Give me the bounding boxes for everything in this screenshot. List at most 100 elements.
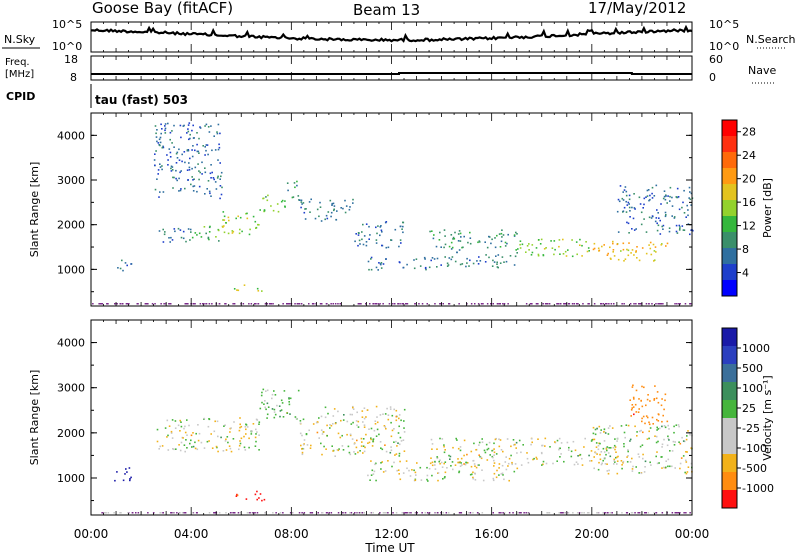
echo-cell (384, 444, 386, 446)
echo-cell (458, 230, 461, 232)
echo-cell (193, 178, 195, 180)
echo-cell (664, 211, 667, 214)
echo-cell (207, 126, 210, 128)
echo-cell (575, 461, 578, 463)
echo-cell (190, 231, 192, 233)
echo-cell (167, 449, 170, 451)
echo-cell (223, 425, 225, 427)
echo-cell (355, 446, 358, 449)
echo-cell (368, 225, 370, 228)
echo-cell (379, 414, 382, 416)
echo-cell (531, 437, 533, 440)
echo-cell (399, 225, 402, 228)
echo-cell (493, 472, 496, 475)
echo-cell (583, 446, 585, 448)
echo-cell (481, 438, 483, 440)
echo-cell (365, 433, 367, 436)
ground-scatter-cell (470, 303, 473, 305)
echo-cell (325, 448, 327, 450)
ground-scatter-cell (288, 303, 290, 305)
echo-cell (188, 169, 191, 171)
echo-cell (389, 408, 392, 410)
echo-cell (248, 437, 250, 440)
echo-cell (186, 132, 188, 134)
echo-cell (263, 209, 266, 212)
echo-cell (357, 234, 360, 236)
echo-cell (494, 438, 497, 441)
echo-cell (256, 419, 259, 421)
ground-scatter-cell (399, 303, 401, 305)
echo-cell (320, 220, 323, 222)
echo-cell (661, 425, 663, 428)
echo-cell (600, 463, 603, 466)
echo-cell (628, 203, 630, 205)
echo-cell (671, 450, 674, 452)
echo-cell (169, 138, 171, 141)
echo-cell (329, 199, 332, 202)
echo-cell (677, 196, 680, 198)
echo-cell (434, 468, 437, 470)
ground-scatter-cell (127, 512, 129, 514)
echo-cell (646, 189, 649, 192)
ground-scatter-cell (379, 512, 381, 514)
echo-cell (237, 289, 240, 292)
y-axis-label: Slant Range [km] (28, 162, 41, 258)
echo-cell (265, 408, 267, 411)
echo-cell (299, 420, 302, 422)
echo-cell (179, 449, 182, 452)
echo-cell (603, 428, 606, 430)
echo-cell (327, 412, 329, 415)
ground-scatter-cell (499, 303, 501, 305)
echo-cell (470, 465, 473, 468)
echo-cell (437, 472, 440, 474)
echo-cell (661, 225, 663, 228)
echo-cell (599, 458, 602, 461)
echo-cell (515, 231, 517, 234)
ground-scatter-cell (559, 512, 561, 514)
echo-cell (507, 465, 509, 467)
echo-cell (495, 453, 498, 455)
ground-scatter-cell (660, 303, 662, 305)
ground-scatter-cell (428, 512, 431, 514)
echo-cell (191, 446, 193, 448)
echo-cell (170, 430, 173, 433)
echo-cell (229, 431, 231, 433)
echo-cell (504, 245, 507, 247)
ground-scatter-cell (350, 512, 353, 514)
echo-cell (398, 417, 400, 420)
ground-scatter-cell (377, 303, 379, 305)
ground-scatter-cell (326, 303, 328, 305)
echo-cell (352, 198, 354, 201)
echo-cell (552, 462, 554, 465)
ground-scatter-cell (294, 303, 296, 305)
echo-cell (635, 411, 638, 413)
echo-cell (243, 435, 245, 438)
echo-cell (288, 403, 291, 406)
echo-cell (627, 424, 630, 427)
echo-cell (213, 135, 215, 137)
echo-cell (156, 140, 158, 143)
echo-cell (363, 235, 366, 237)
ground-scatter-cell (567, 512, 570, 514)
ground-scatter-cell (179, 512, 181, 514)
echo-cell (215, 236, 217, 238)
echo-cell (491, 455, 494, 458)
echo-cell (638, 259, 641, 262)
echo-cell (192, 179, 194, 181)
ground-scatter-cell (608, 303, 610, 305)
echo-cell (191, 236, 194, 239)
echo-cell (438, 460, 440, 463)
echo-cell (457, 240, 460, 242)
echo-cell (124, 262, 127, 264)
echo-cell (398, 452, 401, 455)
echo-cell (305, 208, 307, 210)
time-axis: 00:00 04:00 08:00 12:00 16:00 20:00 00:00 (74, 22, 709, 541)
echo-cell (191, 155, 194, 158)
echo-cell (453, 238, 456, 240)
echo-cell (624, 186, 627, 188)
ground-scatter-cell (558, 512, 560, 514)
ground-scatter-cell (508, 512, 511, 514)
ground-scatter-cell (440, 512, 442, 514)
echo-cell (623, 431, 626, 434)
echo-cell (362, 452, 364, 454)
